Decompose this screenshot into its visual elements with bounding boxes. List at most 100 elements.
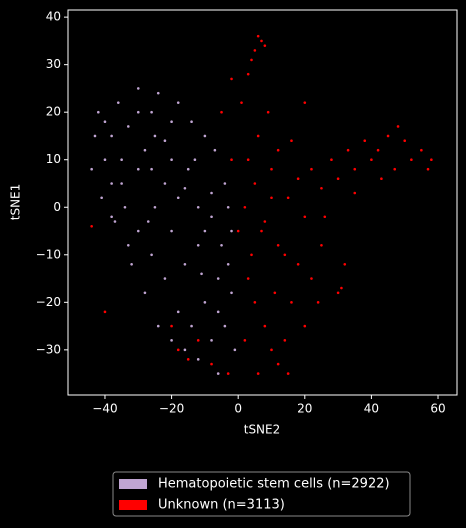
data-point <box>230 77 233 81</box>
data-point <box>256 34 260 38</box>
data-point <box>260 39 263 43</box>
data-point <box>170 339 173 342</box>
data-point <box>393 167 397 171</box>
data-point <box>110 182 113 185</box>
legend-label: Hematopoietic stem cells (n=2922) <box>158 477 390 492</box>
data-point <box>256 372 260 375</box>
x-tick-label: 20 <box>297 402 312 416</box>
data-point <box>223 324 227 328</box>
data-point <box>203 301 207 304</box>
data-point <box>136 229 140 233</box>
data-point <box>353 167 357 171</box>
data-point <box>203 134 207 138</box>
x-tick-label: 0 <box>234 402 242 416</box>
x-tick-label: −40 <box>92 402 117 416</box>
data-point <box>123 205 127 209</box>
data-point <box>196 358 200 361</box>
data-point <box>303 101 307 104</box>
y-tick-label: 40 <box>46 10 61 24</box>
data-point <box>420 148 423 152</box>
data-point <box>193 158 197 162</box>
data-point <box>90 224 93 228</box>
data-point <box>97 110 100 114</box>
data-point <box>156 324 160 328</box>
legend-label: Unknown (n=3113) <box>158 498 285 513</box>
y-tick-label: 10 <box>46 152 61 166</box>
data-point <box>243 205 247 209</box>
y-tick-label: 0 <box>53 200 61 214</box>
data-point <box>290 139 293 143</box>
legend-swatch <box>119 500 147 510</box>
data-point <box>220 110 223 114</box>
data-point <box>310 167 313 171</box>
data-point <box>216 277 220 280</box>
data-point <box>263 220 267 223</box>
data-point <box>196 205 200 209</box>
data-point <box>183 262 187 266</box>
data-point <box>430 158 433 162</box>
data-point <box>253 49 257 52</box>
data-point <box>226 262 230 266</box>
data-point <box>143 291 147 295</box>
data-point <box>296 262 300 266</box>
data-point <box>203 229 207 233</box>
data-point <box>410 158 413 162</box>
data-point <box>323 215 327 219</box>
data-point <box>170 324 173 328</box>
data-point <box>90 167 93 171</box>
data-point <box>276 148 280 152</box>
data-point <box>103 158 107 162</box>
data-point <box>276 362 280 366</box>
data-point <box>183 186 187 190</box>
data-point <box>426 167 430 171</box>
data-point <box>340 286 343 290</box>
data-point <box>210 362 213 366</box>
data-point <box>403 139 407 143</box>
y-tick-label: −30 <box>36 342 61 356</box>
data-point <box>320 186 323 190</box>
data-point <box>230 291 233 295</box>
data-point <box>136 110 140 114</box>
data-point <box>286 372 290 375</box>
x-tick-label: −20 <box>159 402 184 416</box>
data-point <box>253 182 257 185</box>
data-point <box>176 348 180 352</box>
data-point <box>330 158 333 162</box>
data-point <box>156 91 160 95</box>
data-point <box>290 301 293 304</box>
data-point <box>196 243 200 247</box>
data-point <box>103 310 107 314</box>
data-point <box>240 101 243 104</box>
data-point <box>243 339 247 342</box>
data-point <box>163 139 167 143</box>
legend-box <box>112 471 411 517</box>
data-point <box>346 148 350 152</box>
data-point <box>343 262 347 266</box>
y-tick-label: 20 <box>46 105 61 119</box>
y-tick-label: −10 <box>36 247 61 261</box>
data-point <box>110 215 113 219</box>
data-point <box>250 58 253 62</box>
data-point <box>230 158 233 162</box>
data-point <box>170 158 173 162</box>
y-axis-label: tSNE1 <box>9 184 23 221</box>
data-point <box>186 358 190 361</box>
data-point <box>316 301 320 304</box>
data-point <box>190 120 193 123</box>
data-point <box>353 191 357 195</box>
data-point <box>223 182 227 185</box>
data-point <box>120 182 123 185</box>
data-point <box>170 229 173 233</box>
data-point <box>336 291 340 295</box>
data-point <box>246 72 250 76</box>
data-point <box>183 348 187 352</box>
data-point <box>270 196 273 200</box>
data-point <box>303 324 307 328</box>
data-point <box>216 310 220 314</box>
data-point <box>273 291 277 295</box>
data-point <box>153 205 157 209</box>
data-point <box>233 348 237 352</box>
data-point <box>196 339 200 342</box>
data-point <box>226 205 230 209</box>
data-point <box>266 110 270 114</box>
